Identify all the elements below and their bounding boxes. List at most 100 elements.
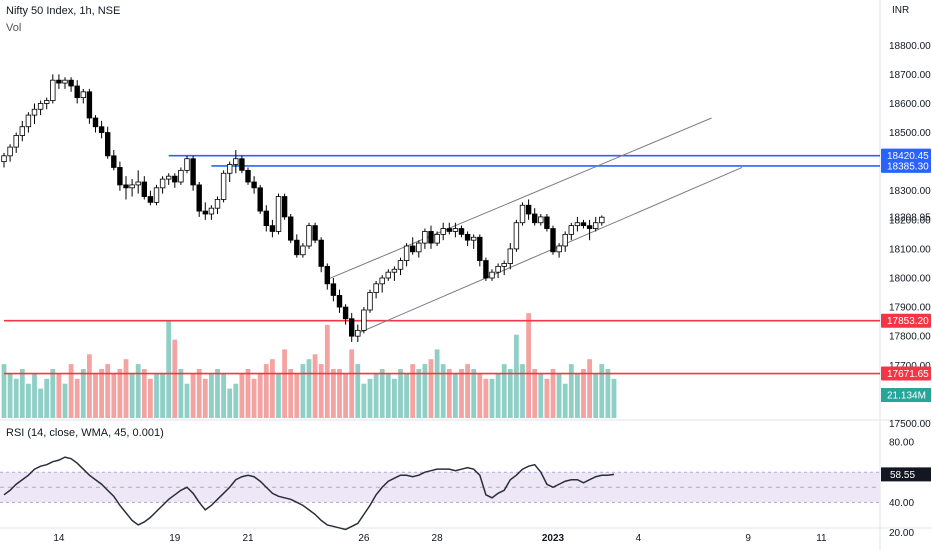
candle-body xyxy=(62,79,68,84)
volume-bar xyxy=(550,369,556,418)
volume-bar xyxy=(379,369,385,418)
rsi-tick-label: 80.00 xyxy=(889,438,914,449)
candle-body xyxy=(86,91,93,119)
volume-bar xyxy=(178,369,184,418)
candle-body xyxy=(348,318,355,337)
price-tick-label: 18800.00 xyxy=(889,41,931,52)
level-tag: 17853.20 xyxy=(887,316,929,327)
candle-body xyxy=(269,225,276,232)
candle-body xyxy=(196,184,202,212)
volume-bar xyxy=(520,364,525,418)
volume-bar xyxy=(581,369,586,418)
rsi-label[interactable]: RSI (14, close, WMA, 45, 0.001) xyxy=(6,427,164,439)
price-tick-label: 18500.00 xyxy=(889,128,931,139)
candle-body xyxy=(397,260,404,270)
time-axis[interactable]: 14 19 21 26 28 2023 4 9 11 xyxy=(53,533,827,544)
volume-bar xyxy=(80,369,86,418)
candle-body xyxy=(483,260,489,279)
price-tick-label: 17700.00 xyxy=(889,361,931,372)
volume-bar xyxy=(154,373,159,418)
volume-bar xyxy=(56,373,62,418)
price-tick-label: 18200.00 xyxy=(889,215,931,226)
candle-body xyxy=(80,91,86,99)
price-axis[interactable]: 18800.0018700.0018600.0018500.0018400.00… xyxy=(889,41,931,539)
price-tick-label: 18300.00 xyxy=(889,186,931,197)
price-tick-label: 18100.00 xyxy=(889,244,931,255)
volume-label[interactable]: Vol xyxy=(6,22,22,34)
volume-bar xyxy=(337,369,342,418)
candle-body xyxy=(550,228,556,253)
volume-bar xyxy=(99,369,104,418)
volume-tag-bg xyxy=(881,388,931,402)
candle-body xyxy=(165,175,172,180)
candle-body xyxy=(159,178,166,189)
volume-bar xyxy=(7,373,13,418)
volume-bar xyxy=(343,373,348,418)
volume-bar xyxy=(160,373,165,418)
candle-body xyxy=(226,164,233,174)
volume-bar xyxy=(538,373,544,418)
time-tick-label: 14 xyxy=(53,533,65,544)
candle-body xyxy=(239,158,245,171)
candle-body xyxy=(147,196,154,203)
volume-bar xyxy=(117,369,123,418)
symbol-title[interactable]: Nifty 50 Index, 1h, NSE xyxy=(6,5,121,17)
volume-bar xyxy=(196,369,202,418)
volume-bar xyxy=(263,364,269,418)
volume-bar xyxy=(62,383,68,418)
volume-bar xyxy=(599,364,605,418)
candle-body xyxy=(312,225,318,241)
candle-body xyxy=(403,245,410,261)
volume-bar xyxy=(288,369,294,418)
candle-body xyxy=(117,167,123,186)
volume-bar xyxy=(13,378,19,418)
volume-bar xyxy=(428,359,434,418)
volume-bar xyxy=(361,383,367,418)
candle-body xyxy=(580,222,587,227)
candle-body xyxy=(385,271,391,279)
volume-bar xyxy=(495,373,501,418)
rsi-line xyxy=(3,456,615,531)
volume-bar xyxy=(270,359,275,418)
candle-body xyxy=(440,228,446,235)
candle-body xyxy=(135,181,141,186)
candle-body xyxy=(31,108,38,116)
candle-body xyxy=(50,79,56,101)
volume-bar xyxy=(233,383,239,418)
volume-bar xyxy=(312,354,318,418)
volume-bar xyxy=(568,364,574,418)
candle-body xyxy=(251,181,257,189)
time-tick-label: 21 xyxy=(242,533,254,544)
candle-body xyxy=(586,225,593,229)
candle-body xyxy=(416,242,422,253)
price-tick-label: 18000.00 xyxy=(889,274,931,285)
volume-bar xyxy=(202,378,208,418)
candle-body xyxy=(1,155,7,163)
candle-body xyxy=(74,85,80,99)
candle-body xyxy=(574,222,581,227)
volume-bar xyxy=(349,349,355,418)
volume-bar xyxy=(556,373,562,418)
candle-body xyxy=(172,175,178,183)
volume-bar xyxy=(26,383,31,418)
level-tag: 18420.45 xyxy=(887,151,929,162)
volume-bar xyxy=(605,369,611,418)
candle-body xyxy=(501,263,507,267)
volume-bar xyxy=(367,378,373,418)
time-tick-label: 11 xyxy=(816,533,827,544)
time-tick-label: 2023 xyxy=(542,533,565,544)
candle-body xyxy=(330,283,337,296)
time-tick-label: 9 xyxy=(745,533,751,544)
last-price-label: 18208.95 xyxy=(889,213,931,224)
candle-body xyxy=(245,169,251,183)
channel-line xyxy=(327,117,712,280)
volume-bar xyxy=(434,349,440,418)
candle-body xyxy=(105,132,111,157)
volume-tag: 21.134M xyxy=(887,391,926,402)
volume-bar xyxy=(416,369,422,418)
volume-bar xyxy=(257,373,263,418)
time-tick-label: 28 xyxy=(432,533,444,544)
candle-body xyxy=(300,245,306,256)
volume-bar xyxy=(422,364,428,418)
volume-bar xyxy=(50,369,56,418)
